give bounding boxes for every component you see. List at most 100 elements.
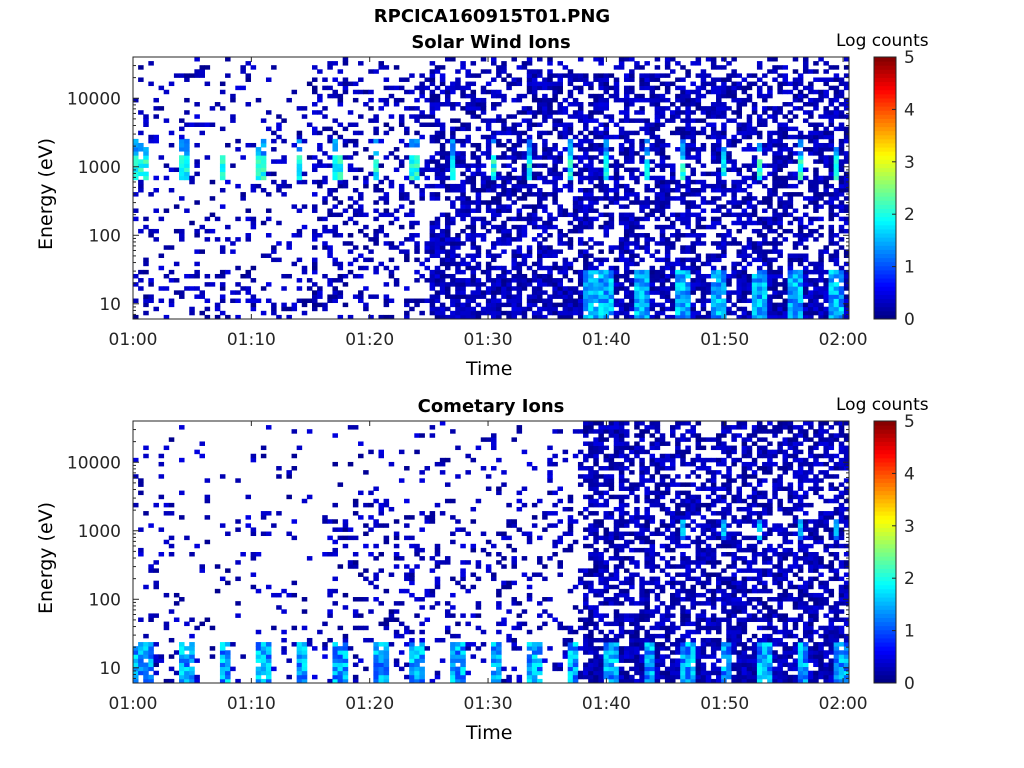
spectrogram-cell [511,183,517,189]
spectrogram-cell [265,282,272,287]
spectrogram-cell [455,474,461,479]
spectrogram-cell [485,89,492,95]
spectrogram-cell [746,286,753,291]
colorbar-segment [874,261,896,267]
spectrogram-cell [179,642,185,647]
spectrogram-cell [506,171,512,177]
spectrogram-cell [823,192,829,197]
spectrogram-cell [378,511,384,516]
spectrogram-cell [143,654,149,659]
spectrogram-cell [813,171,819,177]
spectrogram-cell [465,110,471,115]
spectrogram-cell [531,171,538,177]
spectrogram-cell [797,192,804,197]
spectrogram-cell [731,134,737,140]
spectrogram-cell [721,290,727,295]
spectrogram-cell [838,138,845,144]
spectrogram-cell [639,278,645,283]
spectrogram-cell [419,666,425,672]
spectrogram-cell [526,81,533,87]
spectrogram-cell [496,654,502,659]
spectrogram-cell [465,93,471,99]
spectrogram-cell [823,286,829,291]
spectrogram-cell [762,142,768,148]
spectrogram-cell [363,502,369,508]
spectrogram-cell [675,282,681,287]
spectrogram-cell [762,147,768,152]
colorbar-segment [874,192,896,197]
spectrogram-cell [577,106,584,111]
spectrogram-cell [583,208,589,213]
spectrogram-cell [322,228,328,234]
spectrogram-cell [168,678,175,684]
spectrogram-cell [337,81,344,87]
spectrogram-cell [695,282,702,287]
panel-1-axes-box [132,56,850,320]
spectrogram-cell [782,192,789,197]
spectrogram-cell [455,265,461,271]
spectrogram-cell [557,151,563,156]
spectrogram-cell [429,167,436,173]
spectrogram-cell [378,224,384,230]
spectrogram-cell [598,306,604,312]
spectrogram-cell [649,93,656,99]
spectrogram-cell [751,208,758,213]
spectrogram-cell [332,130,338,136]
spectrogram-cell [419,110,425,115]
spectrogram-cell [480,269,487,275]
spectrogram-cell [429,249,436,254]
spectrogram-cell [659,110,666,115]
spectrogram-cell [654,77,661,82]
spectrogram-cell [230,290,236,295]
spectrogram-cell [613,192,620,197]
spectrogram-cell [731,118,737,123]
spectrogram-cell [511,130,517,136]
spectrogram-cell [716,196,722,201]
spectrogram-cell [552,159,558,164]
spectrogram-cell [327,298,333,304]
spectrogram-cell [588,298,594,304]
spectrogram-cell [777,196,783,201]
spectrogram-cell [240,654,246,659]
spectrogram-cell [680,286,686,291]
spectrogram-cell [577,200,584,205]
spectrogram-cell [506,502,512,508]
spectrogram-cell [337,179,344,185]
spectrogram-cell [475,208,482,213]
spectrogram-cell [792,142,799,148]
spectrogram-cell [138,666,144,672]
spectrogram-cell [276,134,282,140]
spectrogram-cell [629,253,635,258]
spectrogram-cell [158,286,165,291]
spectrogram-cell [138,552,144,557]
spectrogram-cell [741,269,748,275]
spectrogram-cell [450,85,456,91]
spectrogram-cell [337,482,344,487]
spectrogram-cell [414,245,420,250]
spectrogram-cell [511,77,517,82]
spectrogram-cell [833,294,840,299]
spectrogram-cell [296,134,303,140]
spectrogram-cell [250,584,257,590]
spectrogram-cell [557,314,563,320]
spectrogram-cell [736,273,742,279]
spectrogram-cell [398,621,405,627]
spectrogram-cell [393,617,400,622]
spectrogram-cell [700,233,707,238]
spectrogram-cell [450,237,456,242]
spectrogram-cell [419,310,425,316]
spectrogram-cell [138,163,144,168]
spectrogram-cell [705,200,712,205]
spectrogram-cell [465,531,471,537]
spectrogram-cell [460,171,466,177]
spectrogram-cell [685,200,691,205]
spectrogram-cell [797,278,804,283]
spectrogram-cell [429,77,436,82]
spectrogram-cell [613,265,620,271]
spectrogram-cell [634,196,640,201]
spectrogram-cell [772,286,778,291]
spectrogram-cell [511,142,517,148]
spectrogram-cell [629,97,635,103]
spectrogram-cell [526,183,533,189]
spectrogram-cell [450,167,456,173]
